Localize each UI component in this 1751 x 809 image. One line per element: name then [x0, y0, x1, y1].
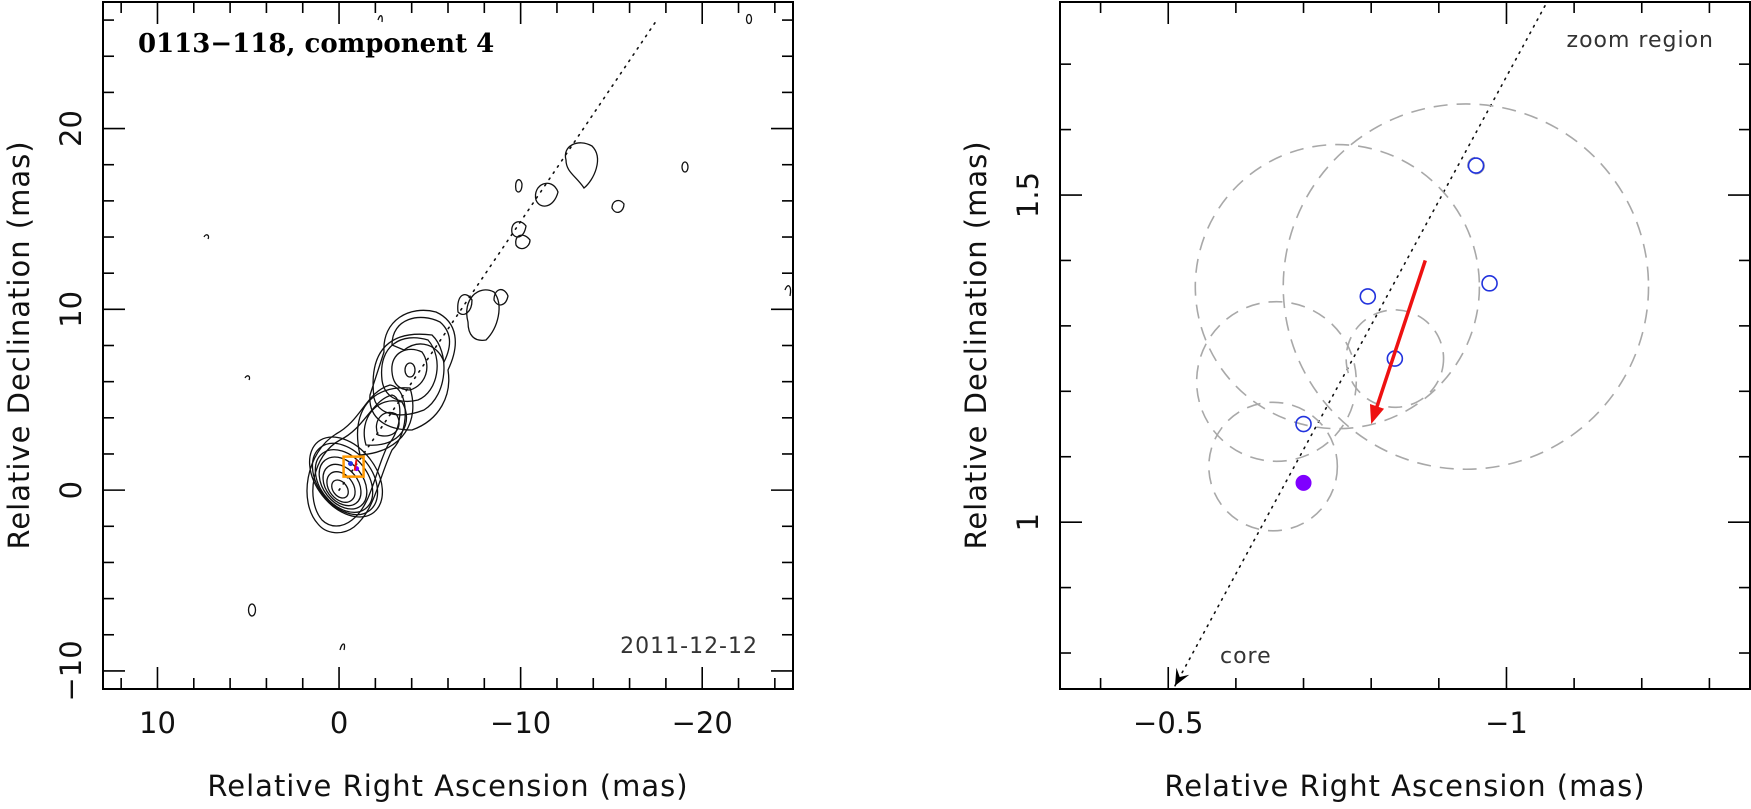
epoch-label: 2011-12-12: [620, 634, 758, 659]
zoom-region-marker: [342, 455, 365, 478]
zoom-box: [342, 455, 365, 478]
error-circle: [1195, 300, 1358, 463]
error-circles: [1194, 103, 1650, 532]
x-tick-label: −1: [1485, 706, 1528, 740]
y-tick-label: 0: [54, 481, 88, 499]
left-panel: 10 0 −10 −20 −10 0 10 20: [2, 1, 794, 803]
x-tick-label: 0: [330, 706, 348, 740]
left-jet-axis-line: [338, 19, 658, 491]
component-point-filled: [1295, 474, 1312, 491]
left-panel-title: 0113−118, component 4: [138, 29, 494, 59]
left-y-axis-label: Relative Declination (mas): [2, 140, 36, 549]
y-tick-label: 10: [54, 291, 88, 328]
core-arrow-head: [1175, 667, 1190, 686]
component-point: [1359, 288, 1377, 305]
motion-vector-shaft: [1374, 259, 1427, 411]
x-tick-label: −0.5: [1133, 706, 1203, 740]
right-panel: −0.5 −1 1 1.5 zoom region core Relative Rig…: [959, 1, 1751, 803]
error-circle: [1194, 143, 1481, 430]
error-circle: [1282, 103, 1650, 471]
zoom-motion-line: [353, 459, 358, 471]
motion-vector: [1369, 259, 1427, 425]
right-axis-ticks: [1060, 2, 1750, 689]
error-circle: [1208, 401, 1339, 532]
right-plot-frame: [1059, 1, 1751, 690]
right-jet-axis-line: [1174, 1, 1548, 687]
zoom-region-label: zoom region: [1567, 28, 1714, 53]
left-x-axis-label: Relative Right Ascension (mas): [207, 769, 688, 803]
y-tick-label: 1: [1011, 513, 1045, 531]
right-tick-labels: −0.5 −1 1 1.5: [1011, 172, 1528, 740]
component-point: [1467, 157, 1485, 174]
x-tick-label: −20: [672, 706, 733, 740]
y-tick-label: −10: [54, 640, 88, 701]
component-point: [1295, 415, 1312, 433]
left-axis-ticks: [103, 2, 793, 689]
right-y-axis-label: Relative Declination (mas): [959, 140, 993, 549]
y-tick-label: 1.5: [1011, 172, 1045, 218]
right-x-axis-label: Relative Right Ascension (mas): [1164, 769, 1645, 803]
left-tick-labels: 10 0 −10 −20 −10 0 10 20: [54, 110, 733, 740]
error-circle: [1345, 309, 1445, 409]
core-direction-arrow: [1175, 667, 1190, 686]
y-tick-label: 20: [54, 110, 88, 147]
core-label: core: [1220, 644, 1272, 669]
x-tick-label: 10: [139, 706, 176, 740]
zoom-component-dot: [348, 461, 354, 467]
x-tick-label: −10: [490, 706, 551, 740]
left-plot-frame: [102, 1, 794, 690]
motion-vector-head: [1369, 404, 1385, 425]
component-point: [1481, 275, 1498, 292]
left-contour-map: [203, 13, 792, 651]
component-positions: [1295, 157, 1498, 491]
